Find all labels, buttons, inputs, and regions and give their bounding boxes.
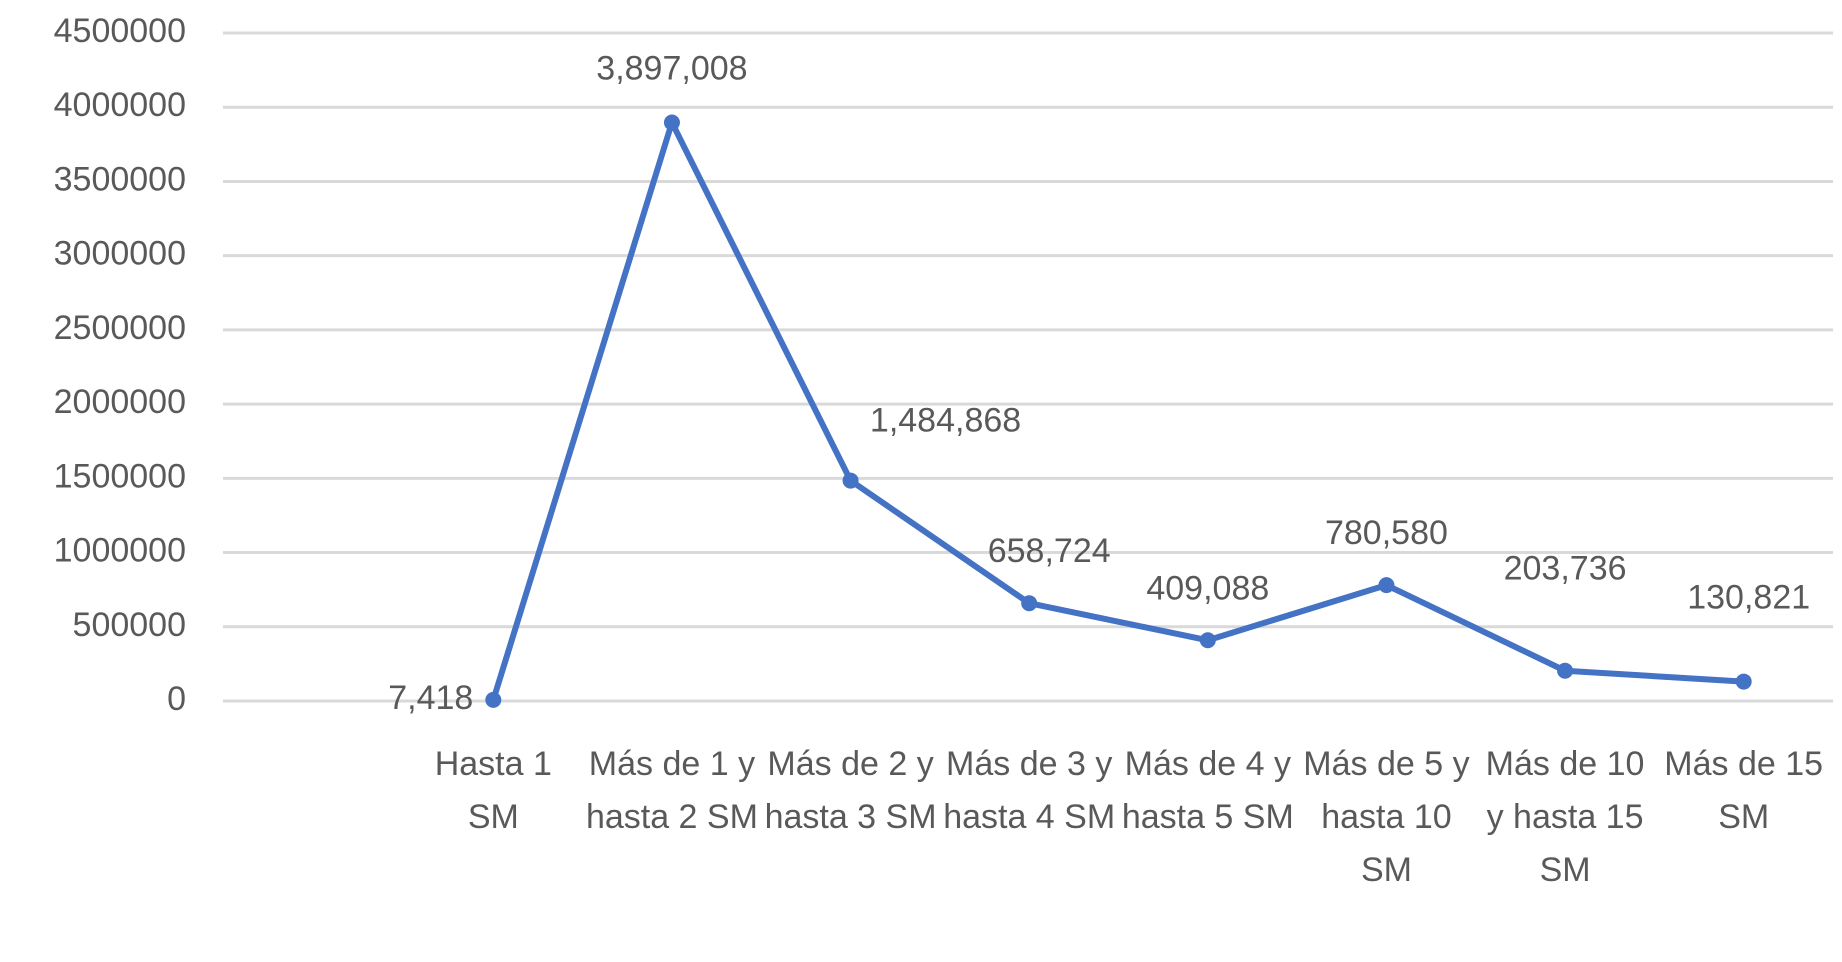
marker (663, 114, 680, 131)
y-tick-label: 3500000 (54, 160, 186, 198)
y-tick-label: 2500000 (54, 309, 186, 347)
y-tick-label: 4500000 (54, 12, 186, 50)
data-label: 203,736 (1504, 550, 1627, 588)
x-tick-label: Más de 2 y hasta 3 SM (764, 745, 937, 836)
y-tick-label: 1000000 (54, 532, 186, 570)
data-label: 409,088 (1146, 569, 1269, 607)
data-label: 658,724 (988, 532, 1111, 570)
marker (842, 472, 859, 489)
marker (1378, 577, 1395, 594)
marker (1199, 632, 1216, 649)
x-tick-label: Más de 1 y hasta 2 SM (585, 745, 758, 836)
x-tick-label: Más de 3 y hasta 4 SM (943, 745, 1116, 836)
y-tick-label: 3000000 (54, 235, 186, 273)
marker (1735, 673, 1752, 690)
data-label: 1,484,868 (870, 402, 1021, 440)
data-label: 7,418 (388, 679, 473, 717)
marker (485, 691, 502, 708)
line (490, 119, 1744, 701)
y-tick-label: 4000000 (54, 86, 186, 124)
data-label: 3,897,008 (596, 49, 747, 87)
y-tick-label: 0 (167, 680, 186, 718)
x-tick-label: Más de 10 y hasta 15 SM (1485, 745, 1645, 889)
x-tick-label: Más de 5 y hasta 10 SM (1303, 745, 1470, 889)
marker (1021, 595, 1038, 612)
y-tick-label: 2000000 (54, 383, 186, 421)
y-tick-label: 1500000 (54, 457, 186, 495)
x-tick-label: Más de 15 SM (1664, 745, 1824, 836)
data-label: 780,580 (1325, 514, 1448, 552)
y-tick-label: 500000 (73, 606, 186, 644)
x-tick-label: Más de 4 y hasta 5 SM (1121, 745, 1294, 836)
x-tick-label: Hasta 1 SM (434, 745, 552, 836)
data-label: 130,821 (1687, 579, 1810, 617)
marker (1557, 662, 1574, 679)
